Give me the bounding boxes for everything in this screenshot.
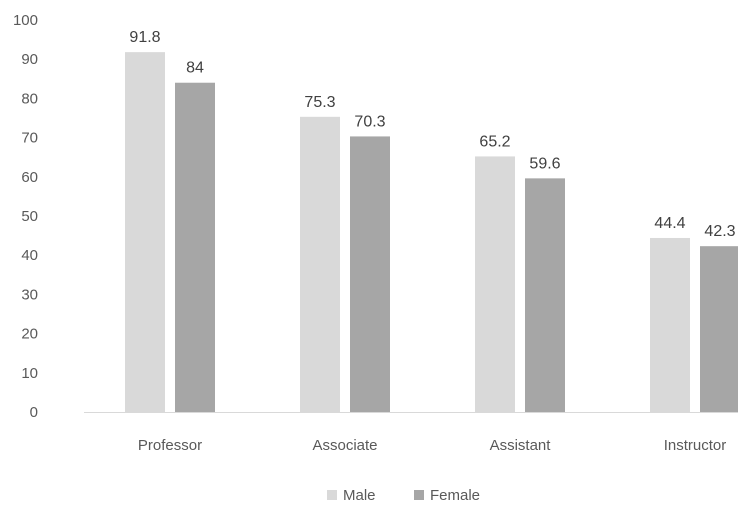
bar-male-instructor: [650, 237, 690, 412]
y-tick-label: 100: [13, 12, 38, 29]
x-tick-label: Associate: [312, 437, 377, 454]
data-label: 42.3: [704, 223, 735, 240]
bar-male-associate: [300, 116, 340, 412]
data-label: 91.8: [129, 29, 160, 46]
legend-label-male: Male: [343, 487, 376, 504]
x-tick-label: Assistant: [490, 437, 552, 454]
bar-female-associate: [350, 136, 390, 412]
data-label: 59.6: [529, 155, 560, 172]
y-tick-label: 50: [21, 208, 38, 225]
y-tick-label: 30: [21, 286, 38, 303]
y-tick-label: 90: [21, 51, 38, 68]
x-tick-label: Professor: [138, 437, 202, 454]
y-tick-label: 20: [21, 326, 38, 343]
bar-female-professor: [175, 82, 215, 412]
data-label: 70.3: [354, 113, 385, 130]
data-label: 44.4: [654, 215, 685, 232]
legend-label-female: Female: [430, 487, 480, 504]
bar-male-assistant: [475, 156, 515, 412]
bar-female-instructor: [700, 246, 738, 412]
y-tick-label: 80: [21, 90, 38, 107]
data-label: 65.2: [479, 133, 510, 150]
y-tick-label: 40: [21, 247, 38, 264]
y-tick-label: 10: [21, 365, 38, 382]
x-tick-label: Instructor: [664, 437, 727, 454]
y-tick-label: 0: [30, 404, 38, 421]
bar-female-assistant: [525, 178, 565, 412]
data-label: 75.3: [304, 94, 335, 111]
bar-male-professor: [125, 52, 165, 412]
legend-swatch-male: [327, 490, 337, 500]
y-tick-label: 70: [21, 130, 38, 147]
data-label: 84: [186, 60, 204, 77]
legend-swatch-female: [414, 490, 424, 500]
y-tick-label: 60: [21, 169, 38, 186]
